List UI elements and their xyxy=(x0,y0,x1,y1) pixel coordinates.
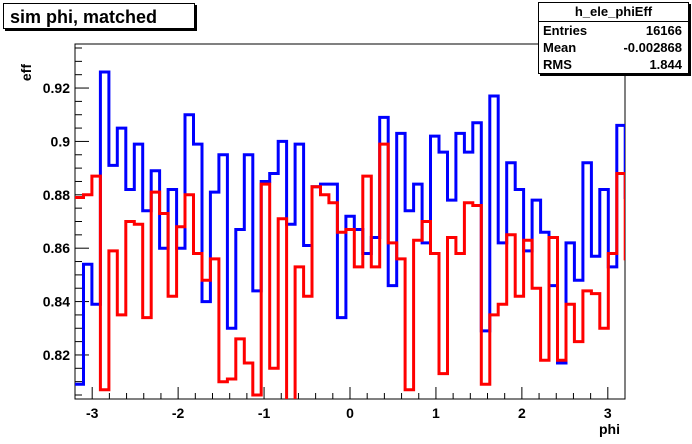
y-tick-label: 0.88 xyxy=(43,187,70,203)
y-tick-label: 0.84 xyxy=(43,294,70,310)
plot-title: sim phi, matched xyxy=(10,7,158,27)
stats-label: RMS xyxy=(543,57,572,72)
stats-label: Mean xyxy=(543,40,577,55)
stats-row-rms: RMS 1.844 xyxy=(539,56,688,73)
y-axis: 0.82 0.84 0.86 0.88 0.9 0.92 xyxy=(43,47,89,396)
plot-title-box: sim phi, matched xyxy=(3,3,195,29)
stats-value: 1.844 xyxy=(649,57,682,72)
stats-histogram-name: h_ele_phiEff xyxy=(539,3,688,22)
y-tick-label: 0.92 xyxy=(43,80,70,96)
stats-value: -0.002868 xyxy=(623,40,682,55)
x-tick-label: 3 xyxy=(604,405,612,421)
plot-frame xyxy=(74,43,626,400)
stats-box: h_ele_phiEff Entries 16166 Mean -0.00286… xyxy=(538,2,689,74)
stats-label: Entries xyxy=(543,23,588,38)
x-tick-label: -1 xyxy=(258,405,271,421)
y-tick-label: 0.9 xyxy=(51,133,71,149)
y-tick-label: 0.86 xyxy=(43,240,70,256)
x-tick-label: -2 xyxy=(172,405,185,421)
stats-value: 16166 xyxy=(645,23,682,38)
stats-row-entries: Entries 16166 xyxy=(539,22,688,39)
series-layer xyxy=(75,70,625,399)
y-axis-label: eff xyxy=(18,64,34,81)
series-line xyxy=(75,142,625,399)
stats-row-mean: Mean -0.002868 xyxy=(539,39,688,56)
y-tick-label: 0.82 xyxy=(43,347,70,363)
x-tick-label: 1 xyxy=(432,405,440,421)
x-axis-label: phi xyxy=(599,421,620,437)
x-tick-label: -3 xyxy=(86,405,99,421)
x-axis: -3 -2 -1 0 1 2 3 xyxy=(74,387,626,421)
x-tick-label: 2 xyxy=(518,405,526,421)
x-tick-label: 0 xyxy=(346,405,354,421)
